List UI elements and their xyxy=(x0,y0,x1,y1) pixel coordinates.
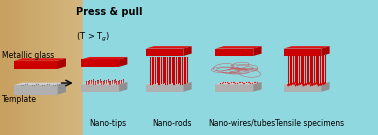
Bar xyxy=(37,0,42,135)
Polygon shape xyxy=(215,84,253,92)
Text: Tensile specimens: Tensile specimens xyxy=(275,119,344,128)
Bar xyxy=(79,0,83,135)
Polygon shape xyxy=(119,57,127,67)
Polygon shape xyxy=(14,83,66,85)
Bar xyxy=(50,0,54,135)
Text: Nano-wires/tubes: Nano-wires/tubes xyxy=(208,119,275,128)
Polygon shape xyxy=(14,85,57,94)
Polygon shape xyxy=(215,49,253,56)
Bar xyxy=(75,0,79,135)
Polygon shape xyxy=(146,46,192,49)
Polygon shape xyxy=(215,82,262,84)
Bar xyxy=(54,0,58,135)
Bar xyxy=(46,0,50,135)
Text: Template: Template xyxy=(2,95,37,104)
Bar xyxy=(62,0,67,135)
Polygon shape xyxy=(183,82,192,92)
Bar xyxy=(29,0,33,135)
Polygon shape xyxy=(321,46,330,56)
Polygon shape xyxy=(146,82,192,84)
Polygon shape xyxy=(119,82,127,92)
Text: Metallic glass: Metallic glass xyxy=(2,51,54,60)
Polygon shape xyxy=(14,61,57,69)
Polygon shape xyxy=(253,46,262,56)
Bar xyxy=(4,0,8,135)
Polygon shape xyxy=(284,82,330,84)
Bar xyxy=(58,0,62,135)
Polygon shape xyxy=(14,58,66,61)
Bar xyxy=(21,0,25,135)
Polygon shape xyxy=(81,59,119,67)
Bar xyxy=(8,0,12,135)
Polygon shape xyxy=(284,46,330,49)
Bar xyxy=(71,0,75,135)
Polygon shape xyxy=(183,46,192,56)
Bar xyxy=(67,0,71,135)
Bar xyxy=(12,0,17,135)
Polygon shape xyxy=(57,58,66,69)
Polygon shape xyxy=(253,82,262,92)
Bar xyxy=(17,0,21,135)
Bar xyxy=(25,0,29,135)
Polygon shape xyxy=(146,84,183,92)
Polygon shape xyxy=(81,82,127,84)
Bar xyxy=(42,0,46,135)
Polygon shape xyxy=(146,49,183,56)
Polygon shape xyxy=(81,84,119,92)
Bar xyxy=(83,0,378,135)
Polygon shape xyxy=(57,83,66,94)
Polygon shape xyxy=(284,84,321,92)
Polygon shape xyxy=(81,57,127,59)
Polygon shape xyxy=(321,82,330,92)
Bar xyxy=(0,0,4,135)
Text: Press & pull: Press & pull xyxy=(76,7,142,17)
Polygon shape xyxy=(284,49,321,56)
Text: Nano-tips: Nano-tips xyxy=(89,119,126,128)
Text: Nano-rods: Nano-rods xyxy=(152,119,191,128)
Polygon shape xyxy=(215,46,262,49)
Text: (T > T$_g$): (T > T$_g$) xyxy=(76,31,110,44)
Bar xyxy=(33,0,37,135)
